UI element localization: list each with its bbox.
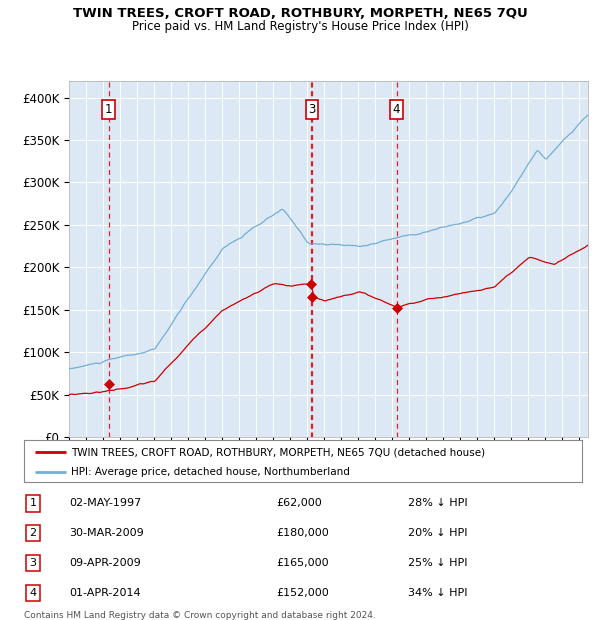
Text: HPI: Average price, detached house, Northumberland: HPI: Average price, detached house, Nort… <box>71 467 350 477</box>
Text: £152,000: £152,000 <box>276 588 329 598</box>
Text: 30-MAR-2009: 30-MAR-2009 <box>69 528 144 538</box>
Text: 2: 2 <box>29 528 37 538</box>
Text: 1: 1 <box>29 498 37 508</box>
Text: 4: 4 <box>393 103 400 116</box>
Text: 02-MAY-1997: 02-MAY-1997 <box>69 498 141 508</box>
Text: 1: 1 <box>105 103 112 116</box>
Text: TWIN TREES, CROFT ROAD, ROTHBURY, MORPETH, NE65 7QU: TWIN TREES, CROFT ROAD, ROTHBURY, MORPET… <box>73 7 527 20</box>
Text: 09-APR-2009: 09-APR-2009 <box>69 558 141 568</box>
Text: 28% ↓ HPI: 28% ↓ HPI <box>408 498 467 508</box>
Text: £62,000: £62,000 <box>276 498 322 508</box>
Text: 01-APR-2014: 01-APR-2014 <box>69 588 140 598</box>
Text: £165,000: £165,000 <box>276 558 329 568</box>
Text: 3: 3 <box>29 558 37 568</box>
Text: £180,000: £180,000 <box>276 528 329 538</box>
Text: 25% ↓ HPI: 25% ↓ HPI <box>408 558 467 568</box>
Text: Price paid vs. HM Land Registry's House Price Index (HPI): Price paid vs. HM Land Registry's House … <box>131 20 469 33</box>
Text: Contains HM Land Registry data © Crown copyright and database right 2024.: Contains HM Land Registry data © Crown c… <box>24 611 376 620</box>
Text: TWIN TREES, CROFT ROAD, ROTHBURY, MORPETH, NE65 7QU (detached house): TWIN TREES, CROFT ROAD, ROTHBURY, MORPET… <box>71 447 485 457</box>
Text: 34% ↓ HPI: 34% ↓ HPI <box>408 588 467 598</box>
Text: 3: 3 <box>308 103 316 116</box>
Text: 4: 4 <box>29 588 37 598</box>
Text: 20% ↓ HPI: 20% ↓ HPI <box>408 528 467 538</box>
